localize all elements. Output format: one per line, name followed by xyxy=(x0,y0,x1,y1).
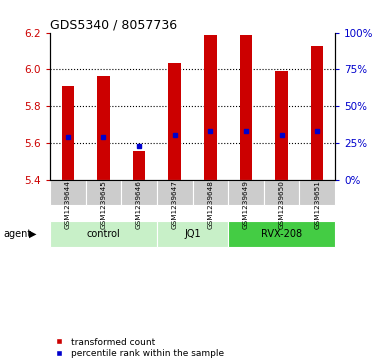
Text: control: control xyxy=(87,229,121,239)
Bar xyxy=(192,180,228,205)
Bar xyxy=(300,180,335,205)
Bar xyxy=(50,221,157,247)
Text: GSM1239651: GSM1239651 xyxy=(314,180,320,229)
Bar xyxy=(311,45,323,180)
Bar xyxy=(62,86,74,180)
Text: GSM1239648: GSM1239648 xyxy=(207,180,213,229)
Text: GSM1239645: GSM1239645 xyxy=(100,180,107,229)
Bar xyxy=(50,180,85,205)
Bar xyxy=(157,180,192,205)
Text: JQ1: JQ1 xyxy=(184,229,201,239)
Bar xyxy=(264,180,300,205)
Bar xyxy=(85,180,121,205)
Legend: transformed count, percentile rank within the sample: transformed count, percentile rank withi… xyxy=(55,338,224,359)
Bar xyxy=(133,151,145,180)
Bar xyxy=(240,34,252,180)
Bar xyxy=(97,76,110,180)
Text: GSM1239647: GSM1239647 xyxy=(172,180,178,229)
Bar xyxy=(228,221,335,247)
Bar xyxy=(275,71,288,180)
Bar xyxy=(228,180,264,205)
Text: agent: agent xyxy=(4,229,32,239)
Text: GDS5340 / 8057736: GDS5340 / 8057736 xyxy=(50,19,177,32)
Bar xyxy=(204,34,216,180)
Text: RVX-208: RVX-208 xyxy=(261,229,302,239)
Text: GSM1239649: GSM1239649 xyxy=(243,180,249,229)
Text: ▶: ▶ xyxy=(29,229,36,239)
Text: GSM1239644: GSM1239644 xyxy=(65,180,71,229)
Bar xyxy=(121,180,157,205)
Bar xyxy=(157,221,228,247)
Bar xyxy=(169,63,181,180)
Text: GSM1239646: GSM1239646 xyxy=(136,180,142,229)
Text: GSM1239650: GSM1239650 xyxy=(278,180,285,229)
